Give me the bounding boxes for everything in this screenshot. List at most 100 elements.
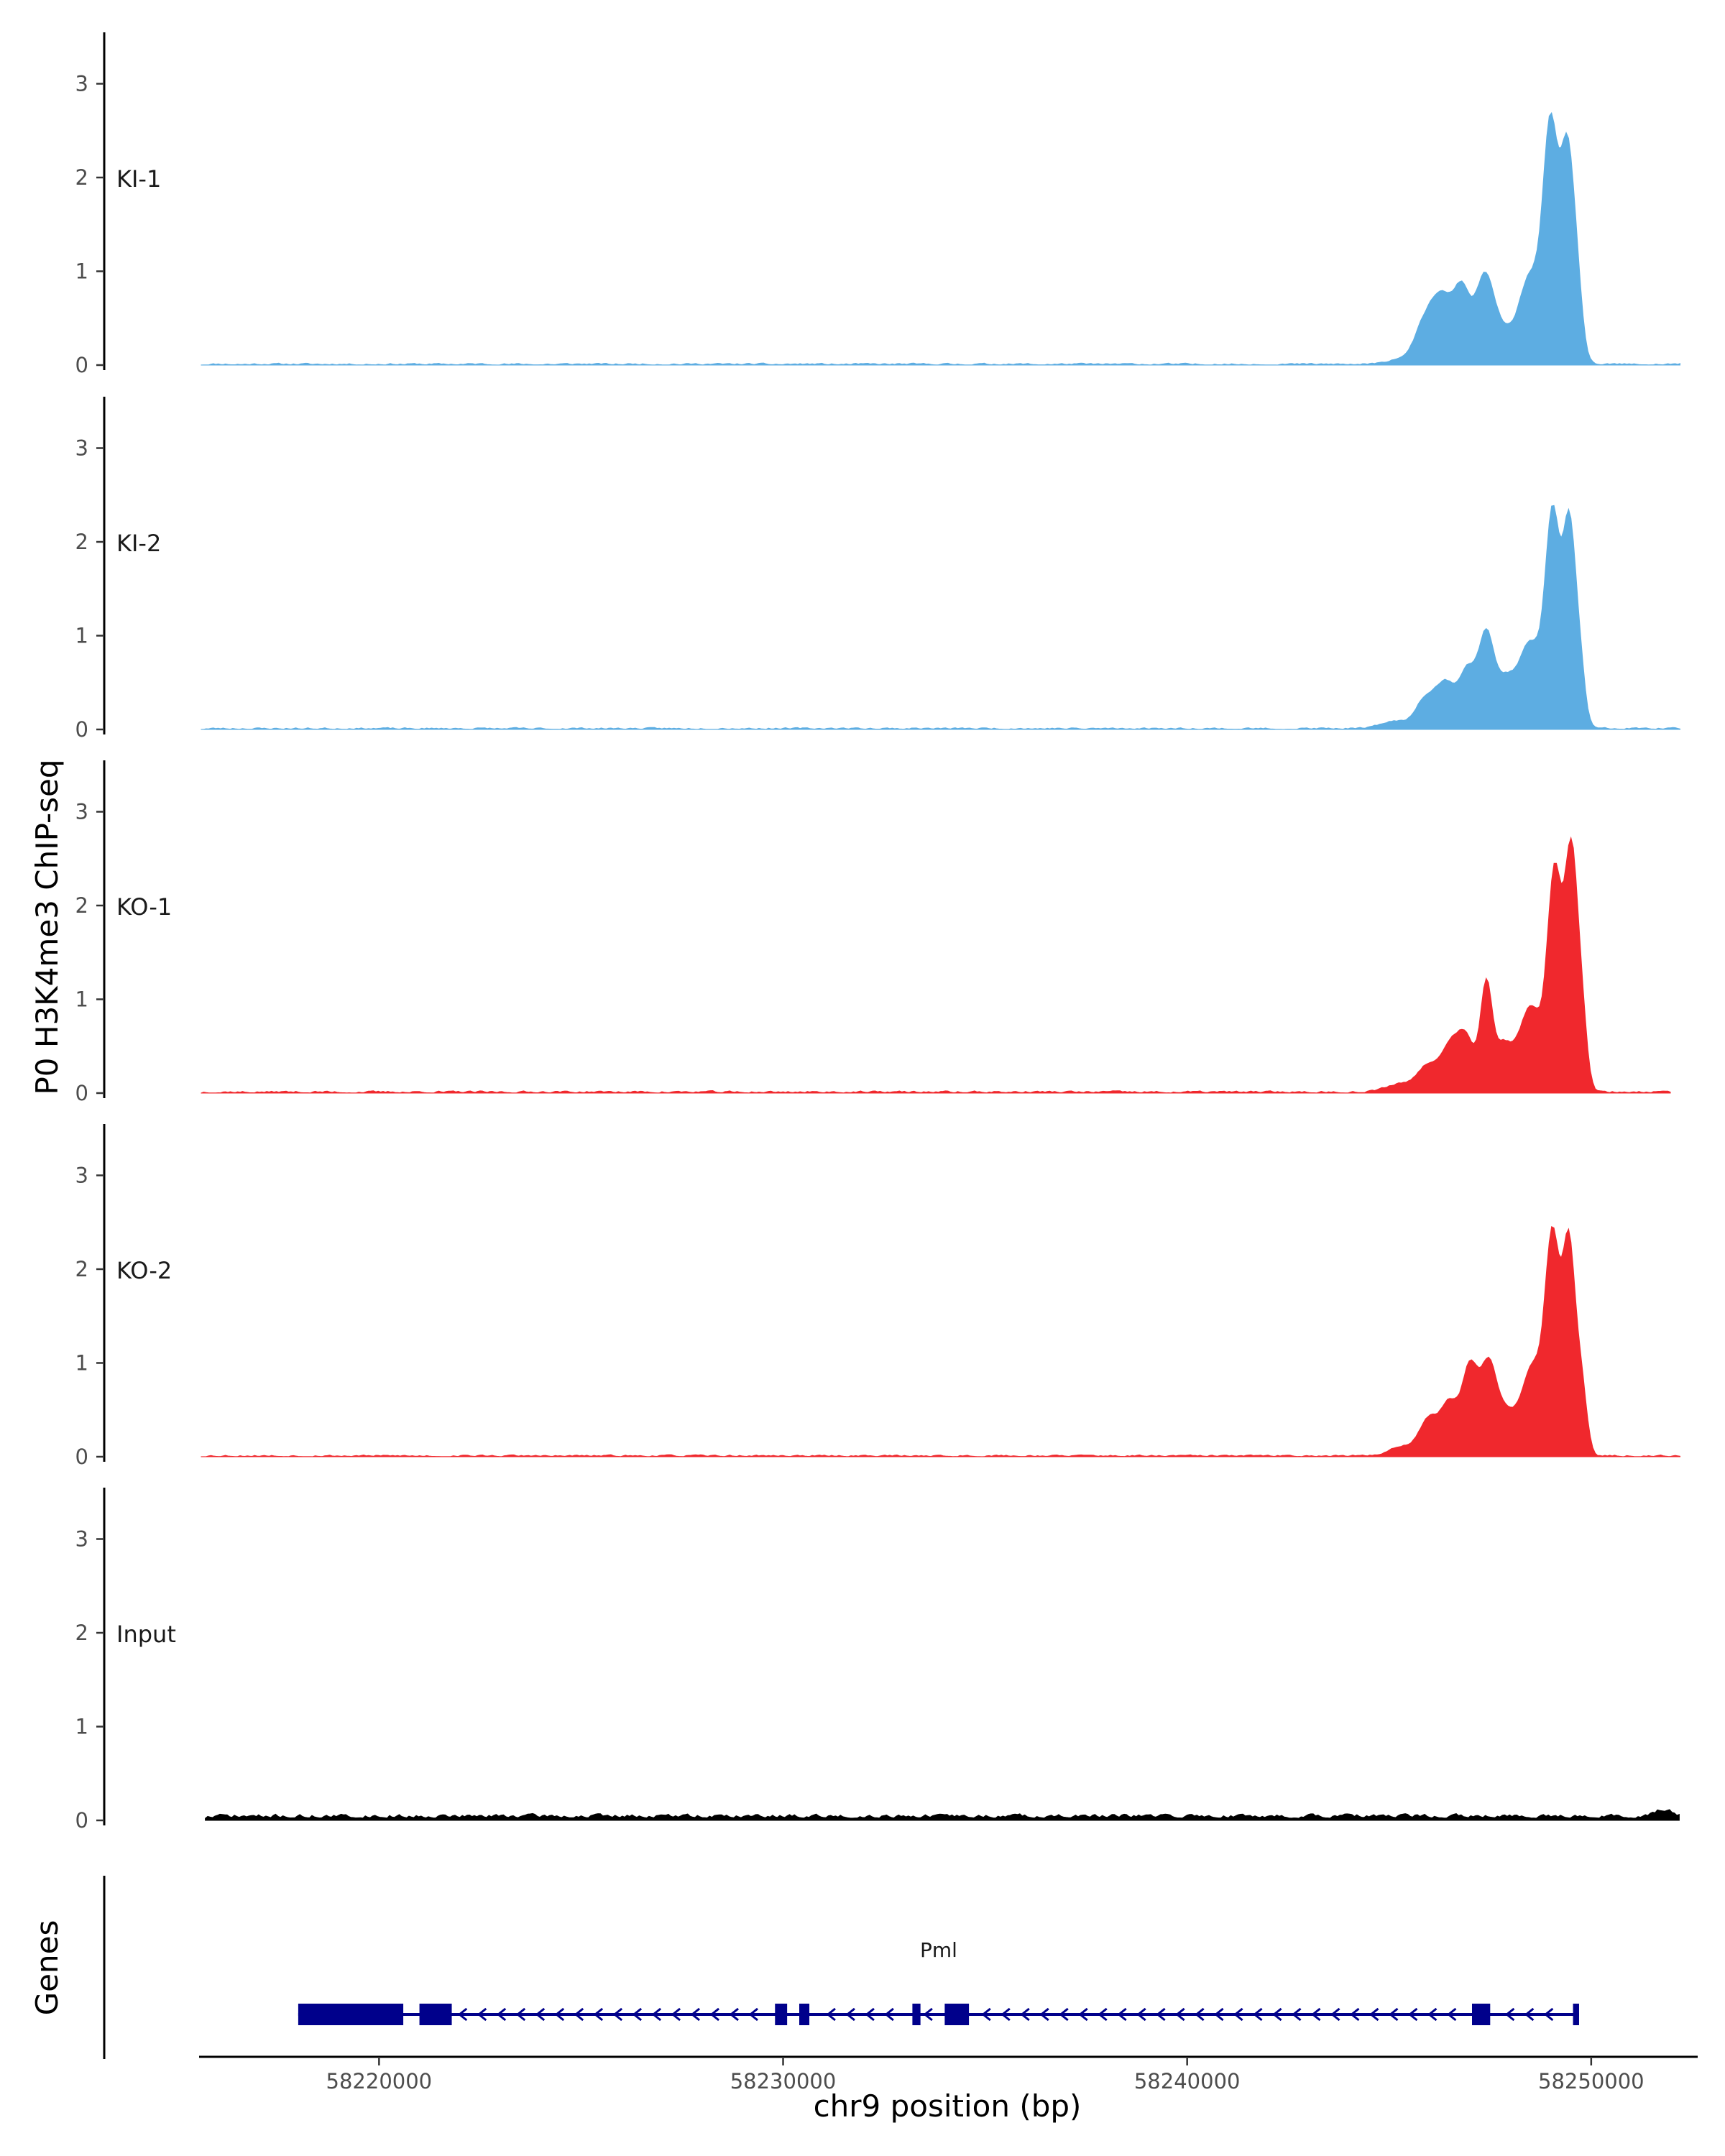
strand-chevron [748,2007,758,2022]
strand-chevron [884,2007,894,2022]
strand-chevron [1292,2007,1302,2022]
strand-chevron [1389,2007,1399,2022]
strand-chevron [1408,2007,1418,2022]
y-tick-label: 1 [75,259,88,284]
x-tick-label: 58220000 [326,2069,433,2093]
gene-exon [944,2004,970,2025]
strand-chevron [865,2007,875,2022]
gene-exon [799,2004,810,2025]
y-tick-label: 3 [75,436,88,461]
x-axis-title: chr9 position (bp) [814,2088,1082,2124]
strand-chevron [457,2007,468,2022]
gene-exon [419,2004,452,2025]
gene-name-label: Pml [920,1938,957,1962]
x-tick-label: 58230000 [730,2069,837,2093]
strand-chevron [1000,2007,1011,2022]
strand-chevron [1020,2007,1030,2022]
strand-chevron [1175,2007,1185,2022]
gene-exon [1472,2004,1491,2025]
gene-exon [1573,2004,1579,2025]
track-ki-1: 0 1 2 3 KI-1 [75,32,1680,377]
signal-area [201,111,1680,366]
strand-chevron [1136,2007,1146,2022]
signal-area [201,505,1680,730]
strand-chevron [690,2007,701,2022]
track-label: KI-2 [116,530,161,557]
strand-chevron [515,2007,526,2022]
strand-chevron [477,2007,487,2022]
strand-chevron [574,2007,584,2022]
track-label: Input [116,1621,176,1648]
y-tick-label: 2 [75,1621,88,1645]
strand-chevron [981,2007,991,2022]
y-tick-label: 1 [75,1351,88,1376]
strand-chevron [1543,2007,1554,2022]
strand-chevron [1078,2007,1088,2022]
signal-area [205,1809,1680,1821]
strand-chevron [1447,2007,1457,2022]
strand-chevron [1311,2007,1321,2022]
strand-chevron [1524,2007,1535,2022]
y-tick-label: 1 [75,1715,88,1739]
y-tick-label: 0 [75,1808,88,1833]
strand-chevron [709,2007,720,2022]
y-tick-label: 1 [75,624,88,648]
y-tick-label: 0 [75,717,88,742]
y-tick-label: 2 [75,1257,88,1281]
gene-exon [298,2004,404,2025]
x-tick-label: 58250000 [1538,2069,1644,2093]
strand-chevron [651,2007,662,2022]
strand-chevron [535,2007,546,2022]
y-tick-label: 2 [75,530,88,554]
genes-axis-title: Genes [29,1920,65,2016]
y-tick-label: 2 [75,165,88,190]
y-tick-label: 0 [75,353,88,377]
strand-chevron [1350,2007,1360,2022]
strand-chevron [1156,2007,1166,2022]
y-tick-label: 3 [75,1527,88,1552]
strand-chevron [1098,2007,1108,2022]
gene-track: Pml [103,1876,1579,2059]
y-tick-label: 1 [75,987,88,1012]
gene-pml: Pml [298,1938,1579,2025]
track-label: KO-2 [116,1257,172,1284]
strand-chevron [845,2007,855,2022]
gene-exon [775,2004,788,2025]
strand-chevron [632,2007,643,2022]
strand-chevron [826,2007,836,2022]
track-ko-2: 0 1 2 3 KO-2 [75,1124,1680,1469]
strand-chevron [1195,2007,1205,2022]
strand-chevron [1272,2007,1282,2022]
strand-chevron [729,2007,739,2022]
strand-chevron [593,2007,604,2022]
strand-chevron [612,2007,623,2022]
strand-chevron [1059,2007,1069,2022]
tracks-layer: 0 1 2 3 KI-1 0 1 2 3 KI-2 0 1 2 3 KO-1 0 1 2 3 KO-2 0 1 2 3 Inpu… [75,32,1680,1833]
track-input: 0 1 2 3 Input [75,1488,1680,1833]
strand-chevron [554,2007,565,2022]
strand-chevron [1039,2007,1049,2022]
y-tick-label: 0 [75,1445,88,1469]
track-ko-1: 0 1 2 3 KO-1 [75,760,1671,1105]
y-tick-label: 3 [75,72,88,96]
x-tick-label: 58240000 [1134,2069,1241,2093]
y-axis-title: P0 H3K4me3 ChIP-seq [29,759,65,1095]
strand-chevron [671,2007,681,2022]
y-tick-label: 3 [75,1164,88,1188]
track-label: KO-1 [116,893,172,921]
strand-chevron [1214,2007,1224,2022]
signal-area [201,836,1671,1094]
signal-area [201,1226,1680,1457]
strand-chevron [1117,2007,1127,2022]
strand-chevron [923,2007,933,2022]
y-tick-label: 2 [75,893,88,918]
strand-chevron [1505,2007,1515,2022]
strand-chevron [496,2007,507,2022]
strand-chevron [1427,2007,1438,2022]
y-tick-label: 0 [75,1081,88,1105]
gene-exon [912,2004,921,2025]
strand-chevron [1330,2007,1340,2022]
x-axis: 58220000 58230000 58240000 58250000 [199,2055,1698,2093]
track-label: KI-1 [116,165,161,193]
